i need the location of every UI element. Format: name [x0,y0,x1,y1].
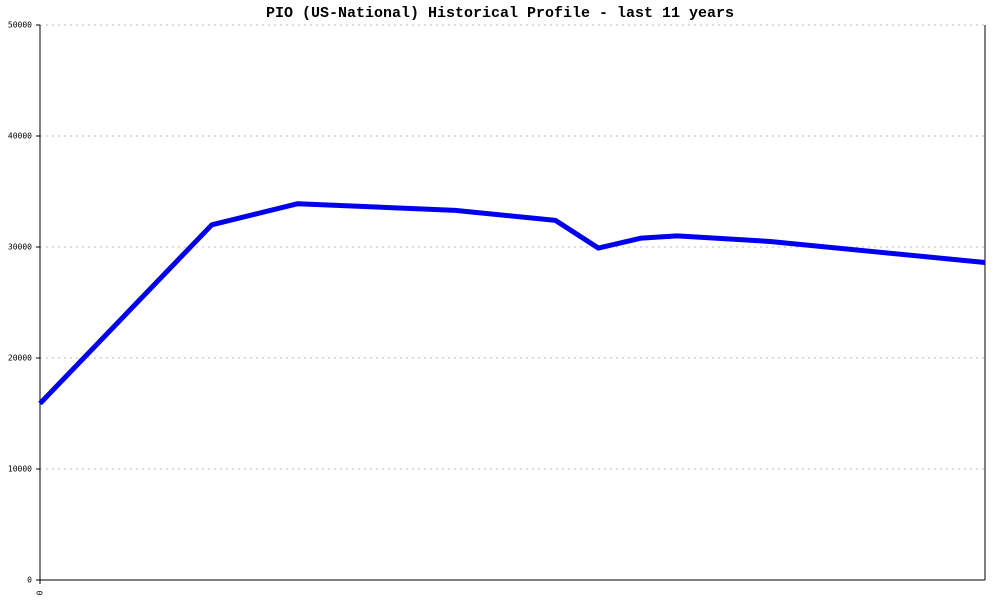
y-tick-label: 20000 [8,354,32,363]
y-tick-label: 50000 [8,21,32,30]
chart-title: PIO (US-National) Historical Profile - l… [266,5,734,22]
y-tick-label: 0 [27,576,32,585]
y-tick-label: 40000 [8,132,32,141]
y-tick-label: 10000 [8,465,32,474]
data-line [38,201,986,406]
x-tick-label: 0 [36,590,45,595]
y-tick-label: 30000 [8,243,32,252]
